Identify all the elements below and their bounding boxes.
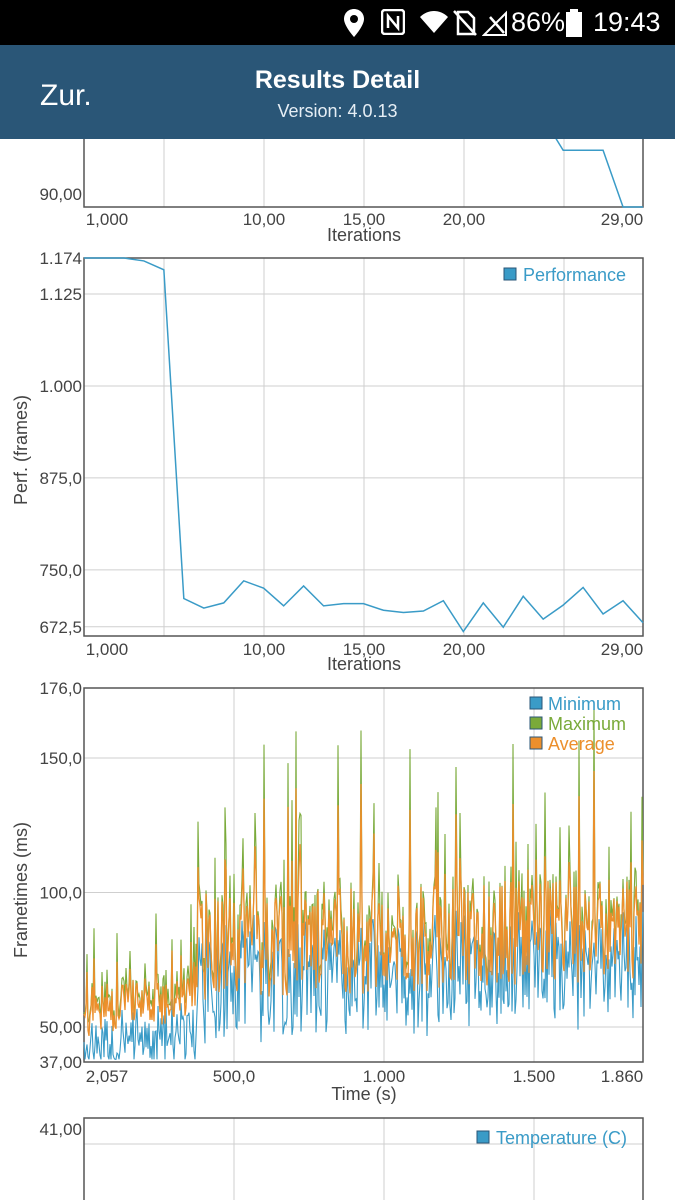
x-tick-label: 1,000 (86, 210, 129, 229)
y-tick-label: 1.000 (39, 377, 82, 396)
temperature-chart: 41,00 Temperature (C) (39, 1117, 644, 1200)
x-axis-label: Iterations (327, 225, 401, 245)
y-tick-label: 750,0 (39, 561, 82, 580)
legend-swatch-temperature (476, 1130, 490, 1144)
x-tick-label: 2,057 (86, 1067, 129, 1086)
x-tick-label: 1.860 (601, 1067, 644, 1086)
version-label: Version: 4.0.13 (277, 101, 398, 121)
x-tick-label: 500,0 (213, 1067, 256, 1086)
iterations-chart-partial: 90,001,000 10,00 15,00 20,00 29,00 Iterations (39, 139, 644, 245)
plot-frame (83, 1117, 644, 1200)
x-axis-label: Time (s) (331, 1084, 396, 1104)
clock: 19:43 (593, 7, 661, 37)
no-sim-icon (453, 10, 477, 36)
y-tick-label: 176,0 (39, 679, 82, 698)
x-tick-label: 1.500 (513, 1067, 556, 1086)
y-tick-label: 672,5 (39, 618, 82, 637)
back-button[interactable]: Zur. (40, 79, 92, 112)
y-tick-label: 875,0 (39, 469, 82, 488)
legend-swatch-average (529, 736, 543, 750)
x-tick-label: 10,00 (243, 210, 286, 229)
app-bar: Zur. Results Detail Version: 4.0.13 (0, 45, 675, 139)
y-tick-label: 150,0 (39, 749, 82, 768)
y-tick-label: 1.125 (39, 285, 82, 304)
y-tick-label: 100,0 (39, 883, 82, 902)
legend-swatch-minimum (529, 696, 543, 710)
battery-icon (566, 9, 582, 37)
plot-frame (83, 257, 644, 637)
y-tick-label: 37,00 (39, 1053, 82, 1072)
performance-series-line (84, 257, 644, 633)
x-axis-label: Iterations (327, 654, 401, 674)
y-axis-label: Frametimes (ms) (11, 822, 31, 958)
legend-swatch-maximum (529, 716, 543, 730)
page-title: Results Detail (254, 66, 421, 94)
status-bar: 86% 19:43 (0, 0, 675, 45)
frametimes-chart: 176,0 150,0 100,0 50,00 37,002,057 500,0 1.000… (11, 679, 644, 1104)
average-series-line (83, 770, 644, 1036)
legend-label-temperature: Temperature (C) (496, 1128, 627, 1148)
y-tick-label: 90,00 (39, 185, 82, 204)
y-axis-label: Perf. (frames) (11, 395, 31, 505)
y-tick-label: 1.174 (39, 249, 82, 268)
plot-frame (83, 139, 644, 208)
location-icon (344, 9, 364, 37)
signal-icon (482, 10, 507, 36)
wifi-icon (420, 11, 448, 33)
nfc-icon (381, 9, 405, 35)
y-tick-label: 50,00 (39, 1018, 82, 1037)
x-tick-label: 15,00 (343, 210, 386, 229)
legend-label-maximum: Maximum (548, 714, 626, 734)
x-tick-label: 10,00 (243, 640, 286, 659)
x-tick-label: 15,00 (343, 640, 386, 659)
x-tick-label: 20,00 (443, 210, 486, 229)
battery-percent: 86% (511, 7, 566, 37)
y-tick-label: 41,00 (39, 1120, 82, 1139)
legend-label-minimum: Minimum (548, 694, 621, 714)
x-tick-label: 1.000 (363, 1067, 406, 1086)
x-tick-label: 1,000 (86, 640, 129, 659)
legend-label-performance: Performance (523, 265, 626, 285)
x-tick-label: 20,00 (443, 640, 486, 659)
x-tick-label: 29,00 (601, 210, 644, 229)
x-tick-label: 29,00 (601, 640, 644, 659)
legend-label-average: Average (548, 734, 615, 754)
performance-chart: 1.174 1.125 1.000 875,0 750,0 672,51,000 10,00… (11, 249, 644, 674)
legend-swatch-performance (503, 267, 517, 281)
